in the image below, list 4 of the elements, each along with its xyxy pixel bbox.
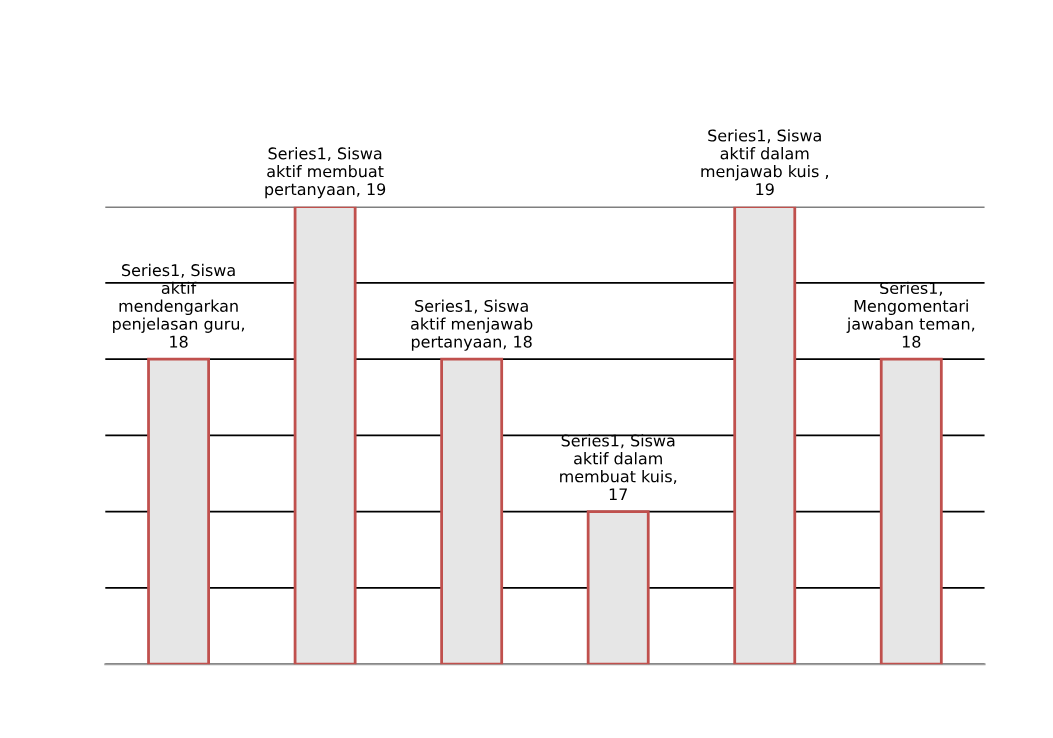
data-label: Series1, Siswa aktif dalam menjawab kuis , 19 [701, 129, 828, 196]
data-label: Series1, Siswa aktif menjawab pertanyaan, 18 [411, 299, 533, 351]
data-label: Series1, Siswa aktif membuat pertanyaan, 19 [265, 147, 386, 199]
data-label: Series1, Mengomentari jawaban teman, 18 [846, 281, 975, 348]
